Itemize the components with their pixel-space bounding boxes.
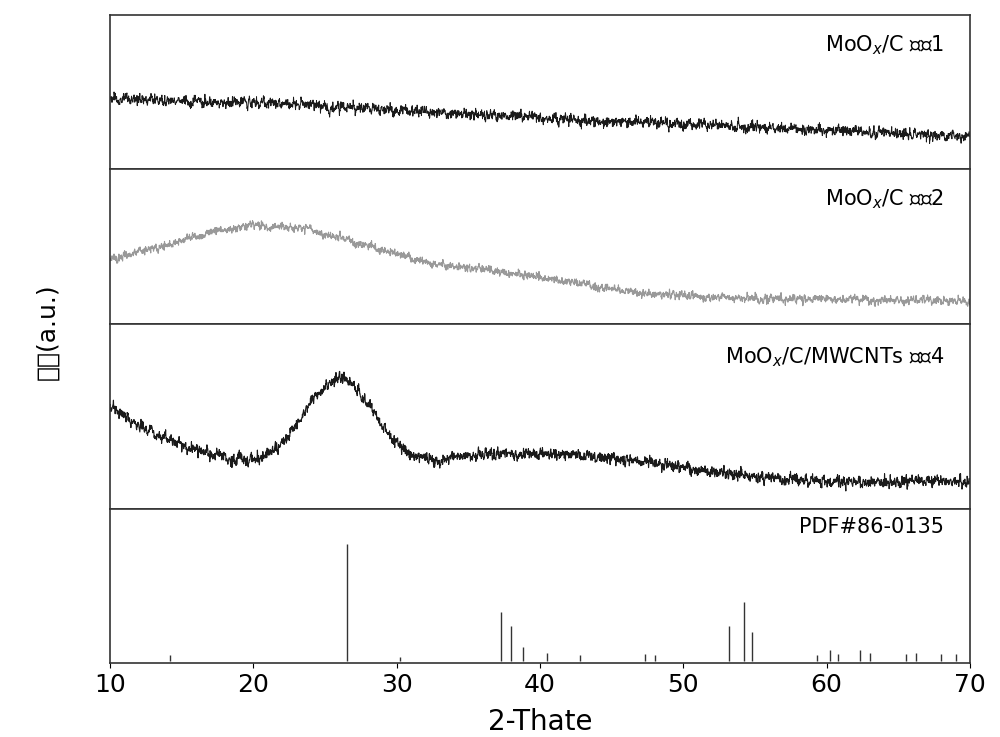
Text: MoO$_x$/C/MWCNTs 实例4: MoO$_x$/C/MWCNTs 实例4 xyxy=(725,346,944,369)
X-axis label: 2-Thate: 2-Thate xyxy=(488,708,592,736)
Text: MoO$_x$/C 实例2: MoO$_x$/C 实例2 xyxy=(825,188,944,212)
Text: MoO$_x$/C 实例1: MoO$_x$/C 实例1 xyxy=(825,33,944,57)
Text: 强度(a.u.): 强度(a.u.) xyxy=(35,283,59,380)
Text: PDF#86-0135: PDF#86-0135 xyxy=(799,517,944,537)
